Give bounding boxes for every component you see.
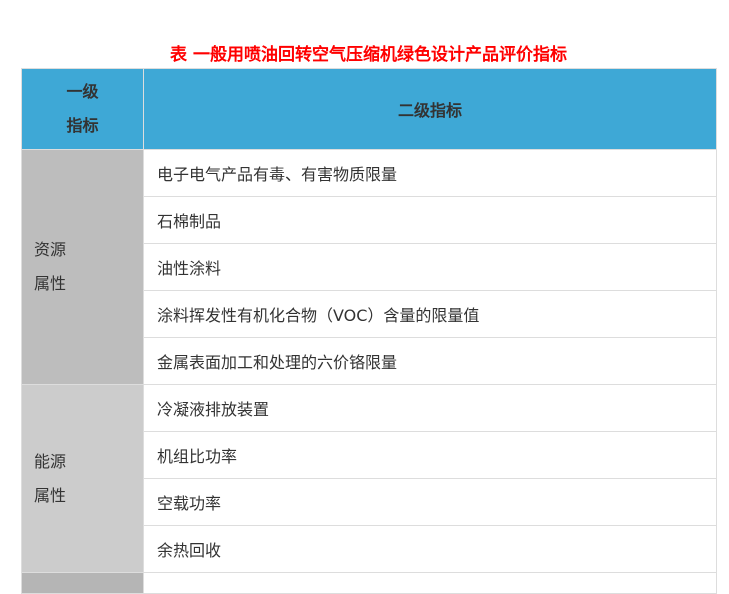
table-row: 空载功率: [22, 478, 717, 526]
indicator-cell: 油性涂料: [143, 243, 717, 291]
category-cell: 资源 属性: [21, 149, 144, 385]
table-row: 资源 属性 电子电气产品有毒、有害物质限量: [21, 149, 717, 385]
category-line1: 资源: [34, 240, 67, 259]
header-level1-line1: 一级: [66, 82, 99, 101]
indicator-cell: 电子电气产品有毒、有害物质限量: [143, 149, 717, 197]
category-line2: 属性: [34, 274, 67, 293]
table-row: 余热回收: [22, 525, 717, 573]
table-row: 机组比功率: [22, 431, 717, 479]
indicator-cell: 冷凝液排放装置: [143, 384, 717, 432]
indicator-cell: 金属表面加工和处理的六价铬限量: [143, 337, 717, 385]
table-row: 能源 属性 冷凝液排放装置: [21, 384, 717, 573]
indicator-cell: 余热回收: [143, 525, 717, 573]
header-level2: 二级指标: [143, 68, 717, 150]
category-line1: 能源: [34, 451, 67, 471]
header-row: 一级指标 二级指标: [21, 68, 717, 150]
indicator-cell: 石棉制品: [143, 196, 717, 244]
category-line2: 属性: [34, 485, 67, 505]
header-level1-line2: 指标: [66, 116, 99, 135]
indicator-cell: 空载功率: [143, 478, 717, 526]
table-row: 金属表面加工和处理的六价铬限量: [22, 337, 717, 385]
indicator-cell: 机组比功率: [143, 431, 717, 479]
table-row: 石棉制品: [22, 196, 717, 244]
table-row: 油性涂料: [22, 243, 717, 291]
header-level1: 一级 指标: [21, 68, 144, 150]
indicator-cell: 涂料挥发性有机化合物（VOC）含量的限量值: [143, 290, 717, 338]
table-title: 表 一般用喷油回转空气压缩机绿色设计产品评价指标: [170, 45, 567, 65]
evaluation-table: 一级 指标 二级指标 资源 属性 电子电气产品有毒、有害物质限量 石棉制品 油性涂料 涂料挥…: [21, 68, 717, 594]
category-cell: 能源 属性: [21, 384, 144, 573]
